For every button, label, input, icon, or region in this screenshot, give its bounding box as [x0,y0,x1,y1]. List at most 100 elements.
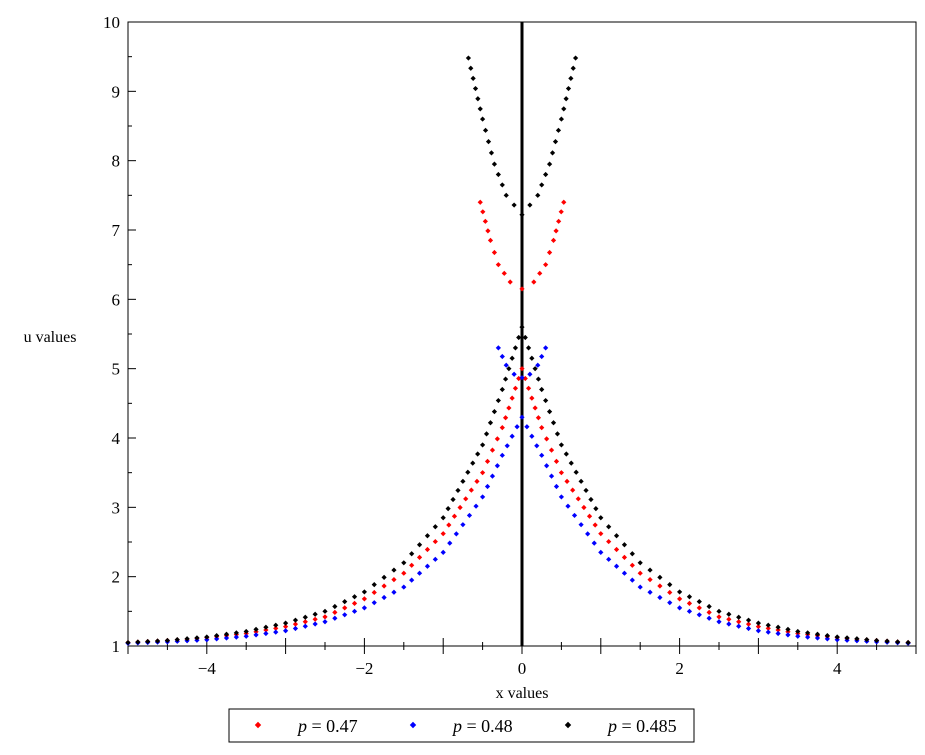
data-point [775,630,781,637]
data-point [606,556,612,562]
data-point [480,116,486,122]
data-point [351,600,358,606]
data-point [588,496,594,503]
data-point [283,628,289,634]
data-point [647,589,653,595]
data-point [555,127,562,133]
data-point [475,96,481,102]
data-point [905,639,911,646]
data-point [621,554,628,560]
data-point [468,487,474,493]
data-point [174,636,180,643]
data-point [553,458,560,464]
data-point [546,161,553,167]
data-point [511,202,517,208]
data-point [302,614,308,620]
data-point [475,451,481,457]
data-point [381,594,387,601]
data-point [558,116,564,122]
data-point [223,635,230,641]
data-point [544,463,550,469]
data-point [482,127,489,133]
data-point [485,228,491,234]
data-point [470,75,476,81]
data-point [598,515,604,521]
data-point [463,496,469,502]
data-point [613,533,620,539]
data-point [263,630,269,637]
data-point [570,65,576,71]
data-point [351,594,358,600]
data-point [554,431,561,437]
series-1 [125,345,911,646]
data-point [553,483,560,490]
data-point [647,577,653,583]
data-point [696,612,702,618]
data-point [570,487,576,493]
data-point [516,334,522,341]
data-point [302,619,308,625]
data-point [591,540,597,546]
data-point [499,353,505,360]
data-point [332,615,338,621]
data-point [447,540,453,546]
data-point [834,634,840,640]
data-point [509,395,515,401]
data-point [424,546,431,553]
data-point [489,473,496,479]
data-point [401,560,407,566]
data-point [519,375,525,381]
data-point [539,452,545,458]
data-point [509,433,515,439]
data-point [332,603,338,610]
data-point [543,345,549,351]
data-point [543,171,549,178]
legend-marker [409,721,417,729]
data-point [519,324,525,330]
data-point [736,614,742,620]
data-point [371,582,377,588]
data-point [519,212,525,218]
data-point [548,447,555,453]
legend-label: p = 0.485 [606,716,677,736]
data-point [696,599,702,605]
y-axis-title: u values [24,329,77,346]
data-point [629,562,635,568]
data-point [525,385,532,391]
data-point [455,487,461,494]
data-point [572,55,579,61]
data-point [578,478,584,484]
legend-variable: p [451,716,462,736]
data-point [506,405,512,411]
data-point [565,85,572,92]
legend-label: p = 0.47 [296,716,358,736]
data-point [706,615,712,621]
x-tick-label: −2 [355,659,373,678]
data-point [494,463,500,469]
data-point [834,637,840,643]
data-point [502,415,509,421]
data-point [391,567,397,573]
data-point [686,608,693,614]
data-point [125,639,131,646]
data-point [409,562,415,568]
legend-variable: p [606,716,617,736]
x-tick-label: 4 [833,659,842,678]
x-tick-label: −4 [198,659,217,678]
data-point [535,362,541,368]
data-point [539,425,545,431]
data-point [164,637,170,644]
legend-label: p = 0.48 [451,716,513,736]
data-point [549,150,556,156]
data-point [546,409,553,415]
y-tick-label: 8 [112,152,121,171]
data-point [273,625,279,631]
data-point [312,621,318,627]
data-point [745,625,752,632]
data-point [283,623,289,630]
data-point [795,628,801,635]
data-point [214,633,220,639]
data-point [539,386,545,393]
data-point [558,494,564,500]
